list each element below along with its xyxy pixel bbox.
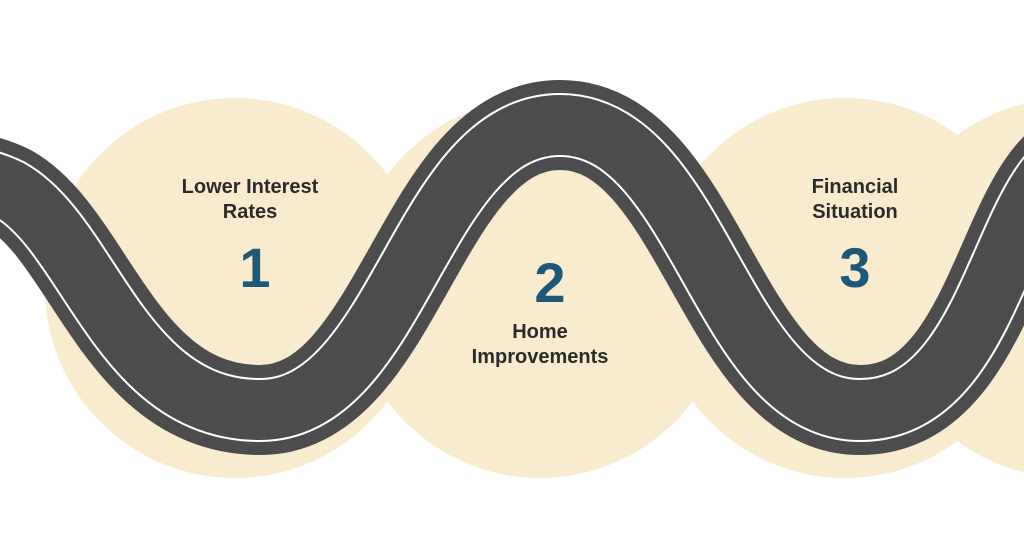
step-2-number: 2 (520, 250, 580, 315)
step-2-label: Home Improvements (450, 320, 630, 370)
roadmap-infographic: Lower Interest Rates 1 2 Home Improvemen… (0, 0, 1024, 536)
step-1-label: Lower Interest Rates (165, 175, 335, 225)
step-3-number: 3 (825, 235, 885, 300)
step-1-number: 1 (225, 235, 285, 300)
step-3-label: Financial Situation (770, 175, 940, 225)
